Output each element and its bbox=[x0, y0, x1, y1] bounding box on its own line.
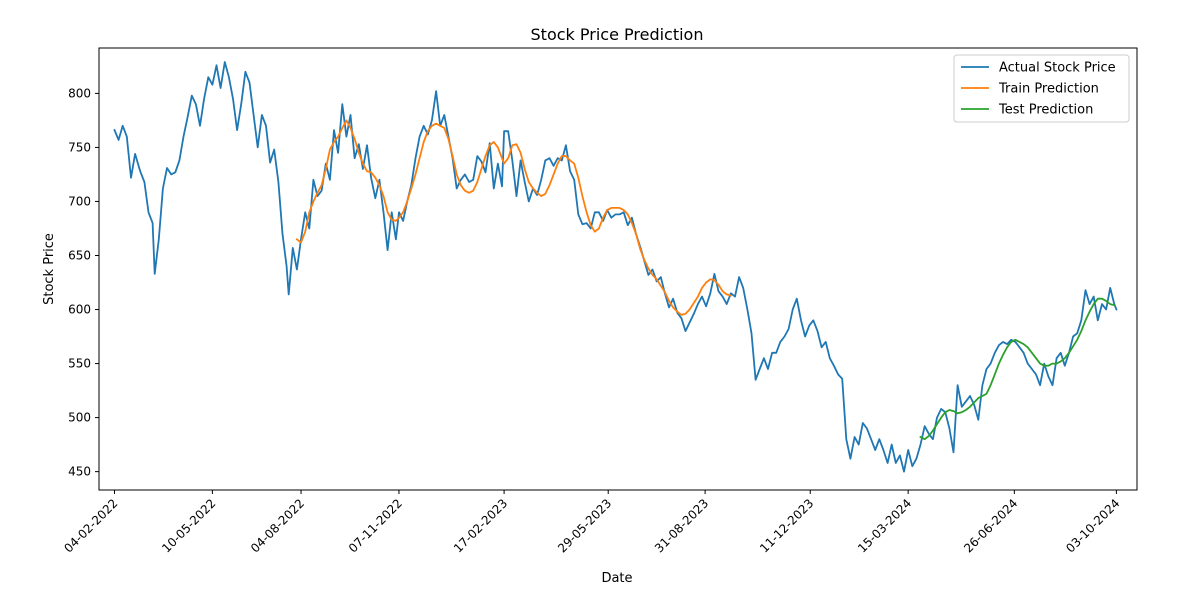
y-axis-title: Stock Price bbox=[42, 233, 57, 305]
x-tick-label: 04-08-2022 bbox=[248, 496, 307, 555]
series-line-2 bbox=[295, 119, 732, 316]
y-tick-label: 650 bbox=[68, 248, 91, 262]
legend-box bbox=[953, 54, 1130, 123]
chart-title: Stock Price Prediction bbox=[531, 25, 704, 44]
x-tick-label: 17-02-2023 bbox=[451, 496, 510, 555]
x-axis-title: Date bbox=[601, 571, 632, 586]
y-tick-label: 800 bbox=[68, 86, 91, 100]
legend-entry: Actual Stock Price bbox=[999, 61, 1116, 76]
y-axis: 450 500 550 600 650 700 750 800 bbox=[68, 86, 99, 479]
x-tick-label: 10-05-2022 bbox=[159, 496, 218, 555]
y-tick-label: 450 bbox=[68, 465, 91, 479]
y-tick-label: 500 bbox=[68, 411, 91, 425]
series-line-1 bbox=[113, 61, 1118, 473]
series-line-3 bbox=[919, 297, 1116, 441]
x-tick-label: 29-05-2023 bbox=[555, 496, 614, 555]
y-tick-label: 600 bbox=[68, 303, 91, 317]
legend-entry: Test Prediction bbox=[998, 103, 1093, 118]
x-axis: 04-02-2022 10-05-2022 04-08-2022 07-11-2022… bbox=[61, 490, 1123, 555]
x-tick-label: 11-12-2023 bbox=[757, 496, 816, 555]
x-tick-label: 07-11-2022 bbox=[346, 496, 405, 555]
plot-frame bbox=[98, 47, 1138, 491]
plot-area bbox=[113, 61, 1118, 473]
y-tick-label: 550 bbox=[68, 357, 91, 371]
legend-entry: Train Prediction bbox=[998, 82, 1099, 97]
y-tick-label: 700 bbox=[68, 194, 91, 208]
x-tick-label: 15-03-2024 bbox=[855, 496, 914, 555]
x-tick-label: 03-10-2024 bbox=[1063, 496, 1122, 555]
x-tick-label: 31-08-2023 bbox=[652, 496, 711, 555]
x-tick-label: 04-02-2022 bbox=[61, 496, 120, 555]
x-tick-label: 26-06-2024 bbox=[961, 496, 1020, 555]
legend: Actual Stock Price Train Prediction Test P… bbox=[953, 54, 1130, 123]
y-tick-label: 750 bbox=[68, 140, 91, 154]
